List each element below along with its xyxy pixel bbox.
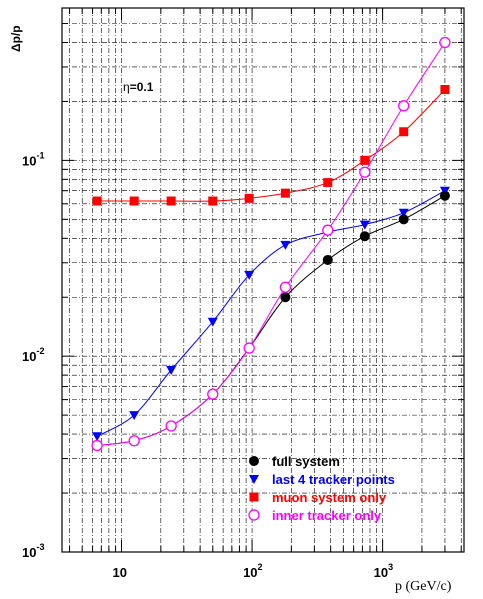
data-point-1 (359, 220, 370, 230)
series-line-2 (97, 89, 446, 202)
data-point-3 (398, 100, 410, 112)
data-point-3 (279, 281, 292, 293)
plot-frame (61, 7, 465, 553)
x-axis-label: p (GeV/c) (395, 579, 452, 594)
data-point-3 (243, 342, 255, 354)
data-point-1 (398, 208, 409, 218)
series-line-0 (97, 195, 446, 446)
data-point-2 (129, 196, 139, 206)
y-tick-label: 10-1 (22, 150, 44, 168)
data-point-3 (439, 36, 451, 49)
y-axis-label: Δp/p (9, 25, 23, 52)
data-point-1 (207, 317, 218, 327)
series-lines (96, 42, 446, 446)
data-point-2 (440, 85, 450, 95)
data-point-2 (399, 127, 409, 137)
legend-marker-0 (249, 456, 259, 466)
axis-ticks: 10 102 103 10-3 10-2 10-1 (22, 8, 464, 580)
data-point-2 (92, 196, 102, 206)
legend-marker-3 (248, 509, 260, 521)
legend-label-2: muon system only (272, 490, 387, 505)
y-tick-label: 10-3 (22, 542, 44, 560)
data-point-1 (166, 366, 177, 376)
data-point-2 (166, 196, 176, 206)
data-point-0 (439, 190, 450, 201)
y-tick-label: 10-2 (22, 346, 44, 364)
legend-label-1: last 4 tracker points (272, 472, 395, 487)
data-point-3 (207, 388, 219, 400)
data-point-0 (359, 231, 370, 242)
data-point-3 (359, 166, 371, 178)
series-line-3 (97, 42, 446, 446)
data-point-0 (280, 292, 291, 303)
data-point-2 (208, 196, 218, 206)
x-tick-label: 10 (113, 565, 127, 580)
data-point-3 (322, 224, 334, 236)
series-line-1 (96, 190, 446, 437)
legend-label-0: full system (272, 454, 340, 469)
data-point-1 (129, 411, 140, 421)
data-point-1 (280, 240, 291, 250)
data-point-3 (165, 420, 177, 432)
series-markers (91, 36, 451, 452)
x-tick-label: 102 (243, 562, 262, 580)
data-point-3 (128, 435, 140, 447)
data-point-0 (398, 214, 409, 225)
legend: full system last 4 tracker points muon sys… (248, 454, 395, 523)
data-point-2 (323, 178, 333, 188)
legend-marker-2 (249, 492, 259, 502)
x-tick-label: 103 (374, 562, 393, 580)
data-point-1 (92, 432, 103, 442)
data-point-2 (244, 193, 254, 203)
data-point-2 (280, 188, 290, 198)
legend-marker-1 (249, 475, 259, 484)
eta-annotation: η=0.1 (123, 80, 154, 94)
data-point-3 (91, 439, 103, 452)
legend-label-3: inner tracker only (272, 508, 382, 523)
grid (62, 8, 464, 552)
data-point-0 (322, 254, 333, 265)
data-point-2 (360, 155, 370, 165)
data-point-1 (244, 270, 255, 280)
